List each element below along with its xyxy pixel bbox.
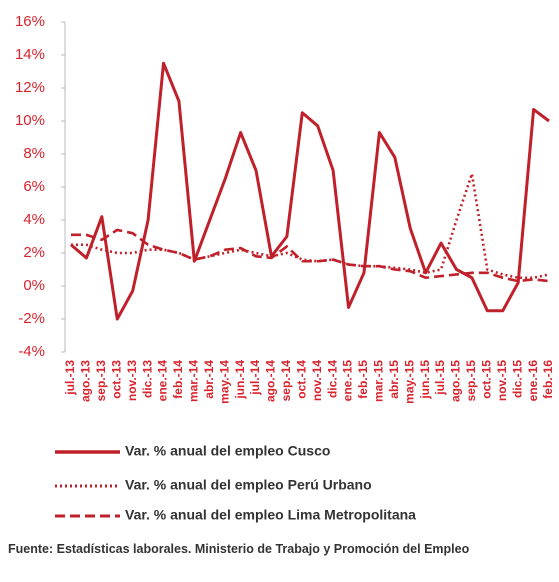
x-tick-label: feb.-16 (541, 360, 555, 399)
x-tick-label: sep.-14 (279, 360, 293, 402)
x-tick-label: feb.-14 (171, 360, 185, 399)
x-tick-label: mar.-15 (372, 360, 386, 402)
series-line (70, 61, 550, 321)
x-tick-label: ago.-15 (449, 360, 463, 402)
y-tick-label: -4% (18, 343, 45, 360)
y-tick-label: 10% (15, 112, 45, 129)
y-tick-label: 0% (23, 277, 45, 294)
x-tick-label: oct.-15 (479, 360, 493, 399)
x-tick-label: oct.-13 (109, 360, 123, 399)
y-tick-label: 12% (15, 79, 45, 96)
x-tick-label: dic.-14 (325, 360, 339, 398)
x-tick-label: jun.-14 (233, 360, 247, 400)
x-tick-label: ene.-16 (526, 360, 540, 402)
x-tick-label: may.-14 (217, 360, 231, 404)
y-tick-label: 6% (23, 178, 45, 195)
legend-label: Var. % anual del empleo Lima Metropolita… (125, 507, 416, 523)
x-tick-label: jul.-14 (248, 360, 262, 396)
y-tick-label: 2% (23, 244, 45, 261)
x-tick-label: sep.-15 (464, 360, 478, 402)
x-tick-label: ene.-15 (341, 360, 355, 402)
x-tick-label: sep.-13 (94, 360, 108, 402)
x-tick-label: nov.-13 (125, 360, 139, 401)
x-tick-label: dic.-15 (510, 360, 524, 398)
x-tick-label: ago.-14 (264, 360, 278, 402)
x-tick-label: abr.-15 (387, 360, 401, 399)
y-tick-label: 14% (15, 46, 45, 63)
y-tick-label: -2% (18, 310, 45, 327)
x-tick-label: nov.-14 (310, 360, 324, 401)
x-tick-label: jul.-15 (433, 360, 447, 396)
x-tick-label: mar.-14 (187, 360, 201, 402)
chart: -4%-2%0%2%4%6%8%10%12%14%16%jul.-13 ago.-… (15, 13, 555, 523)
x-tick-label: ago.-13 (79, 360, 93, 402)
x-tick-label: dic.-13 (140, 360, 154, 398)
x-tick-label: ene.-14 (156, 360, 170, 402)
series-line (71, 228, 550, 283)
x-tick-label: oct.-14 (294, 360, 308, 399)
y-tick-label: 4% (23, 211, 45, 228)
x-tick-label: abr.-14 (202, 360, 216, 399)
y-tick-label: 8% (23, 145, 45, 162)
source-note: Fuente: Estadísticas laborales. Minister… (8, 542, 470, 556)
x-tick-label: may.-15 (402, 360, 416, 404)
x-tick-label: nov.-15 (495, 360, 509, 401)
x-tick-label: feb.-15 (356, 360, 370, 399)
legend-label: Var. % anual del empleo Cusco (125, 443, 330, 459)
x-tick-label: jul.-13 (63, 360, 77, 396)
y-tick-label: 16% (15, 13, 45, 30)
legend-label: Var. % anual del empleo Perú Urbano (125, 477, 372, 493)
x-tick-label: jun.-15 (418, 360, 432, 400)
